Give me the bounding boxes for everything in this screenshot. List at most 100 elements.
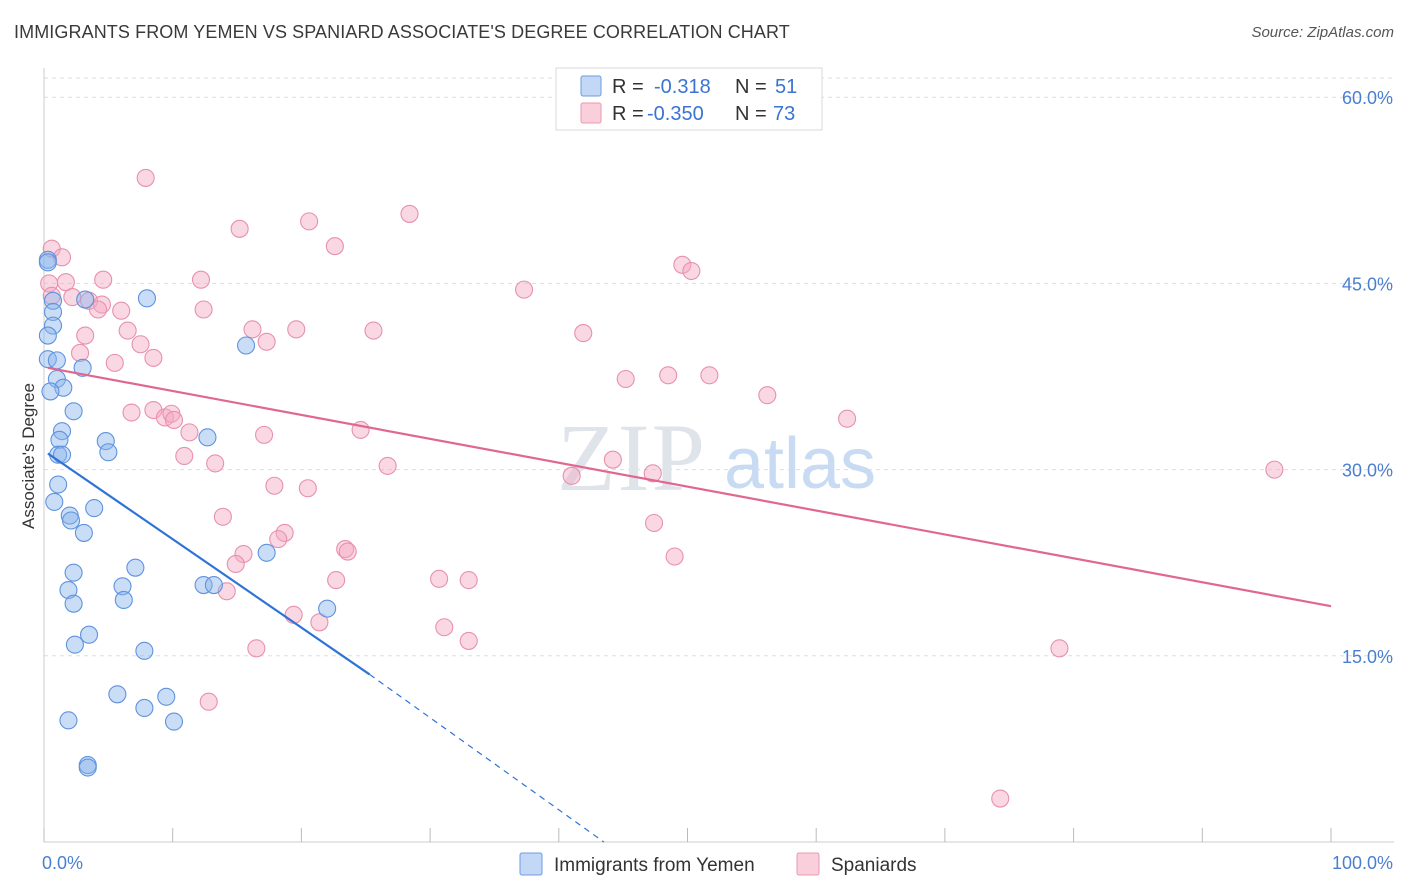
spaniards-point-63 <box>430 569 449 588</box>
spaniards-point-28 <box>131 335 150 354</box>
x-tick-label-max: 100.0% <box>1332 853 1393 873</box>
spaniards-point-58 <box>336 540 355 559</box>
yemen-point-9 <box>73 358 92 377</box>
spaniards-point-3 <box>230 219 249 238</box>
spaniards-point-1 <box>400 204 419 223</box>
spaniards-point-30 <box>70 343 90 362</box>
y-tick-label-3: 60.0% <box>1342 88 1393 108</box>
chart-title: IMMIGRANTS FROM YEMEN VS SPANIARD ASSOCI… <box>14 22 790 42</box>
spaniards-point-25 <box>118 321 137 340</box>
spaniards-point-57 <box>269 530 288 549</box>
spaniards-point-18 <box>89 300 108 319</box>
yemen-point-43 <box>157 687 176 706</box>
gridlines <box>44 77 1394 657</box>
spaniards-point-46 <box>206 454 225 473</box>
legend-n-label-yemen: N = <box>735 76 767 98</box>
series-legend-swatch-spaniards <box>796 852 820 876</box>
spaniards-point-0 <box>136 168 155 187</box>
yemen-point-6 <box>38 350 57 369</box>
spaniards-point-73 <box>199 692 218 711</box>
spaniards-point-65 <box>327 571 346 590</box>
yemen-point-34 <box>64 594 83 613</box>
spaniards-point-35 <box>758 386 777 405</box>
yemen-point-26 <box>126 558 145 577</box>
spaniards-point-8 <box>682 261 701 281</box>
yemen-point-45 <box>164 712 184 731</box>
yemen-point-25 <box>198 428 217 447</box>
yemen-point-24 <box>99 443 118 462</box>
yemen-point-19 <box>85 499 104 518</box>
source-attribution: Source: ZipAtlas.com <box>1251 24 1394 41</box>
spaniards-point-4 <box>325 237 344 256</box>
yemen-point-32 <box>76 290 95 309</box>
spaniards-point-10 <box>191 270 211 289</box>
yemen-trend-extension <box>369 673 605 843</box>
spaniards-point-26 <box>76 326 95 345</box>
spaniards-point-21 <box>243 320 262 339</box>
yemen-point-36 <box>204 576 223 595</box>
spaniards-point-50 <box>643 464 662 483</box>
spaniards-point-62 <box>226 554 245 574</box>
yemen-point-48 <box>78 758 97 777</box>
spaniards-point-71 <box>247 639 266 658</box>
series-legend-label-yemen: Immigrants from Yemen <box>554 855 755 876</box>
yemen-point-35 <box>194 576 213 595</box>
legend-n-value-spaniards: 73 <box>773 103 795 125</box>
spaniards-point-31 <box>105 353 124 372</box>
legend-r-value-yemen: -0.318 <box>654 76 711 98</box>
yemen-point-5 <box>38 326 57 345</box>
yemen-point-41 <box>135 641 154 660</box>
spaniards-point-23 <box>364 321 383 340</box>
spaniards-point-53 <box>298 479 317 498</box>
spaniards-point-29 <box>144 348 163 367</box>
axes <box>43 68 1394 843</box>
spaniards-point-45 <box>175 446 194 466</box>
yemen-point-17 <box>49 475 68 494</box>
spaniards-point-51 <box>1265 460 1284 479</box>
series-legend: Immigrants from Yemen Spaniards <box>519 852 917 876</box>
spaniards-point-61 <box>665 547 684 566</box>
yemen-point-7 <box>47 351 66 370</box>
yemen-point-18 <box>45 492 64 511</box>
legend-n-label-spaniards: N = <box>735 103 767 125</box>
yemen-point-4 <box>43 316 63 335</box>
spaniards-point-9 <box>94 270 113 289</box>
y-axis-title: Associate's Degree <box>19 383 38 529</box>
spaniards-point-74 <box>991 789 1010 808</box>
legend-r-label-yemen: R = <box>612 76 644 98</box>
spaniards-trend-line <box>47 366 1332 608</box>
yemen-point-31 <box>137 289 157 308</box>
yemen-point-38 <box>318 599 337 618</box>
spaniards-point-13 <box>515 280 534 299</box>
spaniards-point-44 <box>255 425 274 444</box>
spaniards-point-33 <box>659 366 678 385</box>
spaniards-point-70 <box>459 631 478 650</box>
y-tick-label-2: 45.0% <box>1342 274 1393 294</box>
yemen-point-27 <box>64 563 83 582</box>
yemen-point-46 <box>59 711 78 730</box>
spaniards-point-52 <box>265 476 284 495</box>
y-tick-label-1: 30.0% <box>1342 461 1393 481</box>
yemen-point-21 <box>61 511 81 530</box>
spaniards-point-27 <box>257 332 276 351</box>
yemen-point-11 <box>41 382 60 401</box>
yemen-point-16 <box>52 445 72 464</box>
yemen-point-1 <box>38 253 57 272</box>
x-tick-label-min: 0.0% <box>42 853 83 873</box>
yemen-point-37 <box>257 543 276 562</box>
spaniards-point-7 <box>673 255 692 274</box>
yemen-trend-line <box>47 452 371 676</box>
watermark-zip: ZIP <box>557 404 707 511</box>
yemen-point-14 <box>50 430 69 449</box>
spaniards-point-2 <box>300 212 319 231</box>
spaniards-point-48 <box>603 450 622 469</box>
spaniards-point-34 <box>700 366 719 385</box>
spaniards-point-72 <box>1050 639 1069 658</box>
legend-n-value-yemen: 51 <box>775 76 797 98</box>
watermark: ZIP atlas <box>557 404 876 511</box>
yemen-point-33 <box>114 590 133 610</box>
spaniards-point-69 <box>435 618 454 637</box>
y-tick-labels: 15.0% 30.0% 45.0% 60.0% <box>1342 88 1393 667</box>
yemen-points <box>38 250 337 777</box>
